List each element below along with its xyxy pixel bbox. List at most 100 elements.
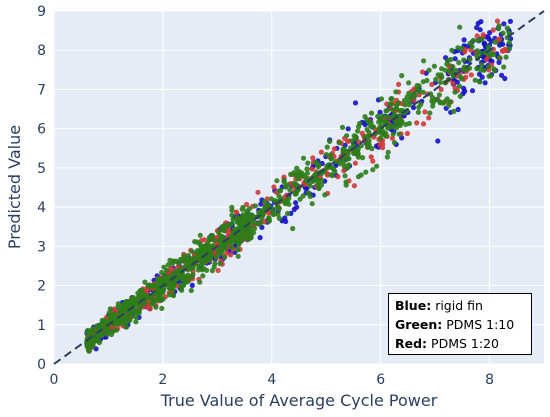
green-point — [477, 79, 483, 85]
green-point — [429, 98, 435, 104]
green-point — [282, 201, 288, 207]
green-point — [449, 70, 455, 76]
green-point — [403, 121, 409, 127]
green-point — [457, 74, 464, 80]
y-tick-label: 0 — [37, 357, 46, 373]
green-point — [436, 92, 442, 98]
green-point — [367, 123, 373, 129]
green-point — [170, 283, 177, 290]
legend-label: PDMS 1:20 — [431, 336, 499, 351]
green-point — [216, 229, 222, 235]
red-point — [474, 33, 480, 39]
green-point — [244, 208, 250, 214]
green-point — [358, 172, 364, 178]
green-point — [322, 192, 328, 198]
blue-point — [257, 235, 263, 241]
green-point — [393, 125, 400, 131]
green-point — [229, 244, 235, 250]
green-point — [467, 40, 473, 46]
blue-point — [377, 109, 383, 115]
red-point — [414, 120, 420, 126]
green-point — [390, 107, 396, 113]
red-point — [335, 174, 341, 180]
green-point — [154, 297, 160, 303]
green-point — [366, 142, 372, 148]
green-point — [452, 67, 459, 73]
green-point — [87, 330, 93, 336]
green-point — [470, 37, 477, 44]
green-point — [501, 64, 507, 70]
green-point — [247, 224, 253, 230]
green-point — [158, 280, 164, 287]
green-point — [398, 119, 404, 125]
blue-point — [496, 59, 502, 65]
green-point — [430, 103, 436, 109]
legend-item-green: Green: PDMS 1:10 — [395, 315, 525, 334]
green-point — [200, 273, 206, 279]
red-point — [368, 154, 374, 160]
y-axis-title: Predicted Value — [5, 125, 24, 249]
green-point — [316, 162, 322, 168]
green-point — [274, 178, 280, 184]
green-point — [378, 96, 385, 102]
x-tick-label: 2 — [158, 372, 167, 388]
green-point — [174, 268, 180, 274]
green-point — [194, 239, 200, 245]
blue-point — [352, 100, 359, 106]
green-point — [506, 40, 512, 46]
green-point — [359, 155, 366, 161]
green-point — [391, 140, 398, 146]
blue-point — [487, 29, 493, 36]
green-point — [229, 204, 235, 210]
green-point — [304, 166, 310, 172]
green-point — [160, 290, 166, 296]
green-point — [378, 135, 384, 141]
green-point — [475, 37, 481, 44]
green-point — [479, 62, 485, 68]
green-point — [408, 94, 414, 100]
green-point — [500, 30, 506, 36]
green-point — [115, 301, 121, 307]
green-point — [158, 296, 164, 302]
green-point — [164, 267, 170, 273]
green-point — [353, 133, 359, 140]
red-point — [215, 267, 221, 274]
green-point — [341, 163, 347, 169]
green-point — [384, 154, 390, 160]
green-point — [165, 262, 171, 268]
green-point — [123, 317, 129, 323]
green-point — [309, 201, 315, 207]
green-point — [227, 221, 233, 227]
green-point — [452, 89, 458, 95]
green-point — [324, 163, 330, 169]
green-point — [133, 319, 139, 325]
green-point — [380, 113, 386, 119]
green-point — [303, 178, 309, 184]
green-point — [492, 68, 498, 74]
blue-point — [283, 218, 289, 225]
green-point — [486, 73, 492, 79]
green-point — [213, 254, 219, 261]
green-point — [384, 107, 390, 113]
green-point — [395, 100, 401, 106]
green-point — [142, 279, 148, 285]
legend-item-red: Red: PDMS 1:20 — [395, 334, 525, 353]
y-tick-label: 5 — [37, 161, 46, 177]
green-point — [456, 60, 462, 66]
red-point — [484, 57, 490, 63]
red-point — [331, 146, 337, 152]
green-point — [362, 134, 368, 140]
green-point — [416, 104, 422, 110]
green-point — [496, 54, 502, 61]
green-point — [426, 67, 432, 73]
green-point — [398, 108, 404, 114]
green-point — [153, 304, 159, 310]
green-point — [252, 203, 258, 209]
green-point — [235, 247, 241, 253]
green-point — [444, 96, 450, 102]
green-point — [178, 282, 184, 288]
green-point — [266, 215, 272, 221]
blue-point — [477, 27, 483, 33]
green-point — [402, 102, 408, 108]
